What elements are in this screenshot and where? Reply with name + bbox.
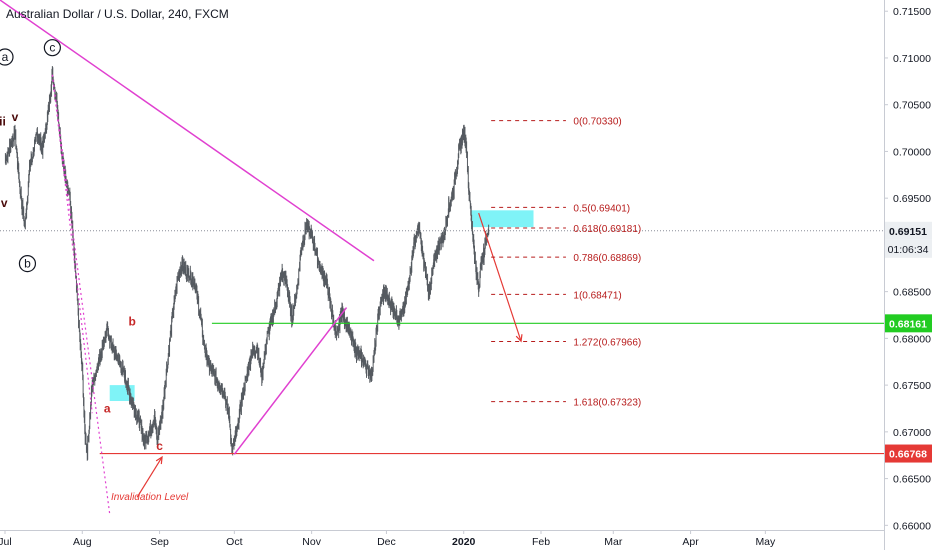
fibonacci-levels: 0(0.70330) 0.5(0.69401) 0.618(0.69181) 0.78… <box>491 117 641 409</box>
y-tick-label: 0.68500 <box>893 287 931 299</box>
wave-label-circle <box>43 39 61 57</box>
plot-area[interactable] <box>0 0 884 530</box>
fib-level-label: 1.618(0.67323) <box>573 398 641 409</box>
fib-level-label: 0.618(0.69181) <box>573 224 641 235</box>
wave-label: c <box>156 439 163 453</box>
wave-label: v <box>12 110 19 124</box>
wave-label-circle <box>0 48 14 66</box>
y-tick-label: 0.66000 <box>893 520 931 532</box>
wave-label: a <box>2 50 9 64</box>
support-line-badge: 0.68161 <box>889 318 927 330</box>
x-tick-label: Nov <box>302 536 321 548</box>
wave-labels: a c b iiv iv b a c Invalidation Level <box>0 39 189 503</box>
x-tick-label: Aug <box>73 536 92 548</box>
x-tick-label: Oct <box>226 536 242 548</box>
wave-label: ii <box>0 115 6 129</box>
x-tick-label: Apr <box>682 536 699 548</box>
invalidation-annotation: Invalidation Level <box>111 492 189 503</box>
y-tick-label: 0.68000 <box>893 333 931 345</box>
price-axis[interactable]: 0.715000.710000.705000.700000.695000.690… <box>884 6 932 532</box>
x-tick-label: Dec <box>377 536 396 548</box>
projection-arrow <box>478 212 522 342</box>
current-price-badge-bg <box>885 221 932 240</box>
wave-label: b <box>128 315 135 329</box>
y-tick-label: 0.70500 <box>893 100 931 112</box>
invalidation-arrow-head <box>155 455 163 465</box>
fib-level-label: 0(0.70330) <box>573 117 621 128</box>
current-price-badge: 0.69151 <box>889 226 927 238</box>
x-tick-label: Jul <box>0 536 12 548</box>
y-tick-label: 0.67500 <box>893 380 931 392</box>
y-tick-label: 0.71000 <box>893 53 931 65</box>
dotted-trendline <box>51 74 111 515</box>
y-tick-label: 0.70000 <box>893 146 931 158</box>
trendline <box>0 0 375 262</box>
wave-label: b <box>24 257 31 271</box>
x-tick-label: Sep <box>150 536 169 548</box>
projection-arrow-head <box>515 334 523 343</box>
countdown-badge-bg <box>885 239 932 258</box>
fib-level-label: 1.272(0.67966) <box>573 338 641 349</box>
fib-level-label: 0.5(0.69401) <box>573 203 630 214</box>
highlight-zone <box>471 210 534 228</box>
drawing-tools <box>0 0 884 515</box>
y-tick-label: 0.66500 <box>893 474 931 486</box>
wave-label: a <box>104 401 111 415</box>
countdown-badge: 01:06:34 <box>888 244 929 256</box>
x-tick-label: Mar <box>604 536 623 548</box>
chart-title: Australian Dollar / U.S. Dollar, 240, FX… <box>6 7 229 21</box>
time-axis[interactable]: Jul Aug Sep Oct Nov Dec 2020 Feb Mar Apr May <box>0 530 776 548</box>
y-tick-label: 0.67000 <box>893 427 931 439</box>
x-tick-label: 2020 <box>452 536 476 548</box>
wave-label-circle <box>18 254 37 273</box>
x-tick-label: Feb <box>532 536 550 548</box>
support-line-badge-bg <box>885 314 932 333</box>
dotted-trendline <box>51 74 93 414</box>
trendline <box>233 307 348 455</box>
invalidation-line-badge: 0.66768 <box>889 449 927 461</box>
fib-level-label: 0.786(0.68869) <box>573 253 641 264</box>
y-tick-label: 0.71500 <box>893 6 931 18</box>
invalidation-line-badge-bg <box>885 444 932 463</box>
invalidation-arrow <box>136 456 163 498</box>
wave-label: iv <box>0 196 8 210</box>
wave-label: c <box>49 41 55 55</box>
fib-level-label: 1(0.68471) <box>573 290 621 301</box>
x-tick-label: May <box>755 536 776 548</box>
y-tick-label: 0.69500 <box>893 193 931 205</box>
